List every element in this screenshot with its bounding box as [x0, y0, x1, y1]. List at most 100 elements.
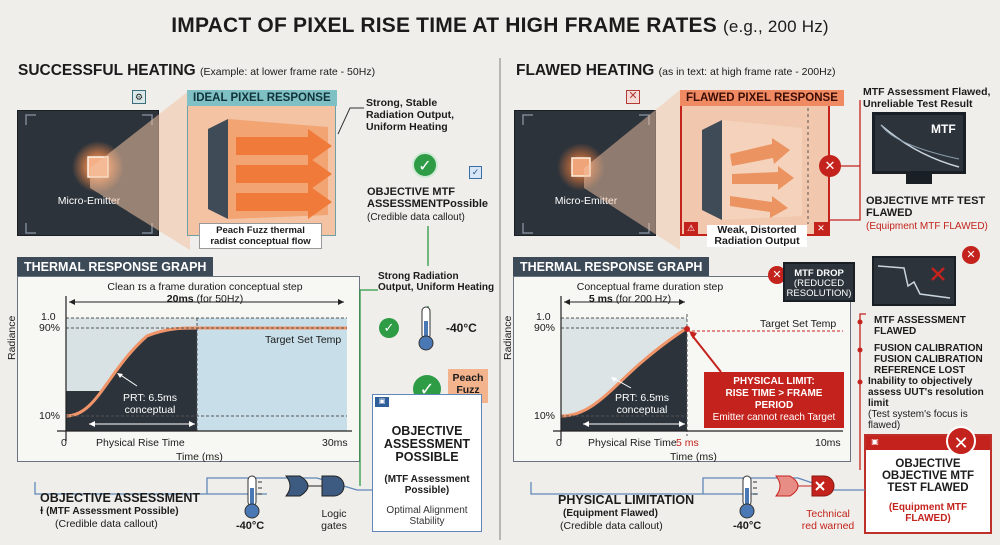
left-x-axis: Time (ms)	[176, 451, 223, 463]
right-heading-sub: (as in text: at high frame rate - 200Hz)	[658, 66, 836, 78]
ideal-pixel-tag: IDEAL PIXEL RESPONSE	[187, 90, 337, 106]
error-icon-drop: ✕	[768, 266, 786, 284]
checkbox-icon: ✓	[469, 166, 482, 179]
left-frame-duration: 20ms	[166, 293, 194, 305]
assessment-sub: (MTF Assessment Possible)	[384, 474, 470, 496]
monitor-stand	[906, 174, 932, 184]
check-icon-mid: ✓	[379, 318, 399, 338]
left-heading-text: SUCCESSFUL HEATING	[18, 62, 196, 79]
close-icon-top: ✕	[626, 90, 640, 104]
right-heading: FLAWED HEATING (as in text: at high fram…	[516, 62, 835, 80]
check-icon-top: ✓	[412, 152, 438, 178]
equip-flawed-label: (Equipment MTF FLAWED)	[866, 221, 988, 232]
left-frame-hz: (for 50Hz)	[196, 293, 244, 305]
left-frame-note-2: 20ms (for 50Hz)	[100, 293, 310, 305]
flawed-pixel-panel: ⚠ ✕	[680, 90, 830, 236]
logic-gate-icons	[284, 475, 345, 497]
left-frame-note-1: Clean ɪs a frame duration conceptual ste…	[107, 281, 303, 293]
ideal-pixel-panel	[187, 90, 336, 236]
left-prt-1: PRT: 6.5ms	[122, 392, 178, 404]
right-list-line	[857, 313, 866, 470]
left-ytick-3: 10%	[39, 410, 61, 422]
thermometer-icon-left	[418, 306, 434, 351]
close-icon-panel: ✕	[814, 222, 828, 234]
error-icon-final: ✕	[946, 426, 976, 456]
limit-line-2: RISE TIME > FRAME PERIOD	[725, 388, 823, 411]
final-title: OBJECTIVE OBJECTIVE MTF TEST FLAWED	[881, 458, 974, 494]
ideal-pixel-graphic	[208, 119, 332, 219]
right-ytick-3: 10%	[534, 410, 556, 422]
limit-line-3: Emitter cannot reach Target	[712, 412, 836, 423]
left-bottom-credible: (Credible data callout)	[55, 518, 158, 530]
left-y-axis: Radiance	[6, 315, 18, 360]
right-bottom-credible: (Credible data callout)	[560, 520, 663, 532]
thermometer-icon-bottom-left	[244, 475, 262, 519]
peach-fuzz-caption: Peach Fuzz thermal radist conceptual flo…	[199, 223, 322, 249]
left-prt-2: conceptual	[124, 404, 176, 416]
error-icon-top: ✕	[819, 155, 841, 177]
right-ytick-1: 1.0	[536, 311, 551, 323]
assessment-title: OBJECTIVE ASSESSMENT POSSIBLE	[383, 424, 471, 464]
test-flawed-label: OBJECTIVE MTF TEST FLAWED	[866, 195, 986, 219]
mtf-monitor-plot	[880, 124, 960, 168]
right-frame-note-1: Conceptual frame duration step	[576, 281, 724, 293]
right-target-temp: Target Set Temp	[760, 318, 837, 330]
left-bottom-temp: -40°C	[236, 520, 265, 532]
right-list-3: Inability to objectively assess UUT's re…	[868, 376, 984, 409]
left-heading: SUCCESSFUL HEATING (Example: at lower fr…	[18, 62, 375, 80]
right-ytick-2: 90%	[534, 322, 556, 334]
warned-label: Technical red warned	[801, 508, 855, 532]
right-xtick-2: 10ms	[815, 437, 841, 449]
mtf-drop-monitor: MTF DROP (REDUCED RESOLUTION)	[783, 262, 855, 302]
assessment-note: Optimal Alignment Stability	[386, 505, 468, 527]
mtf-drop-chart	[872, 256, 956, 306]
strong-output-connector	[337, 107, 364, 135]
strong-output-2: Strong Radiation Output, Uniform Heating	[378, 271, 495, 293]
thermometer-icon-bottom-right	[739, 475, 757, 519]
flawed-pixel-tag: FLAWED PIXEL RESPONSE	[680, 90, 844, 106]
right-x-axis: Time (ms)	[670, 451, 717, 463]
credible-label-top: (Credible data callout)	[367, 212, 465, 223]
right-x-rise: Physical Rise Time	[588, 437, 677, 449]
left-bottom-title: OBJECTIVE ASSESSMENT	[40, 491, 200, 505]
gear-icon: ⚙	[132, 90, 146, 104]
mtf-monitor: MTF	[872, 112, 966, 174]
warning-icon: ⚠	[684, 222, 698, 234]
right-bottom-temp: -40°C	[733, 520, 762, 532]
right-graph-title: THERMAL RESPONSE GRAPH	[513, 257, 710, 277]
right-list-3b: (Test system's focus is flawed)	[868, 409, 968, 431]
right-frame-duration: 5 ms	[588, 293, 613, 305]
mtf-possible-label: OBJECTIVE MTF ASSESSMENTPossible	[367, 186, 489, 210]
left-beam	[90, 90, 190, 250]
center-divider	[499, 58, 501, 540]
mtf-drop-plot	[877, 265, 951, 299]
right-bottom-title: PHYSICAL LIMITATION	[558, 493, 695, 507]
left-xtick-1: 30ms	[322, 437, 348, 449]
final-sub: (Equipment MTF FLAWED)	[888, 502, 968, 524]
left-graph-svg	[57, 296, 352, 441]
right-frame-note-2: 5 ms (for 200 Hz)	[560, 293, 700, 305]
title-main: IMPACT OF PIXEL RISE TIME AT HIGH FRAME …	[171, 14, 717, 37]
left-ytick-2: 90%	[39, 322, 61, 334]
assessment-box: ▣ OBJECTIVE ASSESSMENT POSSIBLE (MTF Ass…	[372, 394, 482, 532]
strong-output-label: Strong, Stable Radiation Output, Uniform…	[366, 97, 455, 133]
right-xtick-1: 5 ms	[676, 437, 699, 449]
right-graph-svg	[553, 296, 843, 441]
right-prt-1: PRT: 6.5ms	[614, 392, 670, 404]
final-flawed-box: ▣ OBJECTIVE OBJECTIVE MTF TEST FLAWED (E…	[864, 434, 992, 534]
left-x-rise: Physical Rise Time	[96, 437, 185, 449]
left-graph-title: THERMAL RESPONSE GRAPH	[17, 257, 214, 277]
video-icon: ▣	[871, 437, 879, 446]
mtf-screen-label: MTF	[931, 122, 956, 136]
error-icon-right: ✕	[962, 246, 980, 264]
red-gate-icons	[774, 475, 835, 497]
left-bottom-sub: ɫ (MTF Assessment Possible)	[40, 506, 179, 517]
logic-gates-label: Logic gates	[321, 508, 347, 532]
flawed-pixel-graphic	[702, 102, 809, 224]
right-bottom-sub: (Equipment Flawed)	[563, 508, 658, 519]
left-ytick-1: 1.0	[41, 311, 56, 323]
right-xtick-0: 0	[556, 437, 562, 449]
page-title: IMPACT OF PIXEL RISE TIME AT HIGH FRAME …	[0, 14, 1000, 38]
right-beam	[584, 90, 680, 250]
left-temp-mid: -40°C	[446, 321, 477, 335]
